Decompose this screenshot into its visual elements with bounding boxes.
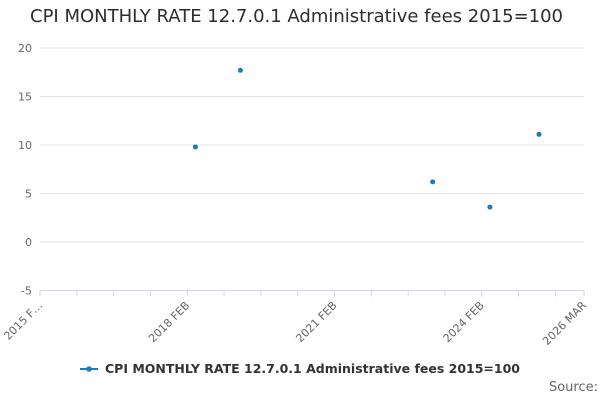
chart-title: CPI MONTHLY RATE 12.7.0.1 Administrative… bbox=[30, 6, 564, 27]
legend-label: CPI MONTHLY RATE 12.7.0.1 Administrative… bbox=[104, 361, 520, 376]
source-label: Source: bbox=[548, 380, 598, 395]
y-axis-tick-label: 0 bbox=[25, 236, 32, 249]
x-axis-tick-label: 2015 F… bbox=[1, 299, 45, 343]
y-axis-tick-label: 15 bbox=[18, 91, 32, 104]
x-axis-tick-label: 2021 FEB bbox=[293, 299, 339, 345]
data-point[interactable] bbox=[487, 204, 493, 210]
x-axis-tick-label: 2026 MAR bbox=[540, 299, 589, 348]
x-axis-tick-label: 2018 FEB bbox=[146, 299, 192, 345]
line-marker-icon bbox=[79, 365, 98, 372]
legend: CPI MONTHLY RATE 12.7.0.1 Administrative… bbox=[0, 361, 600, 376]
data-point[interactable] bbox=[192, 144, 198, 150]
x-axis-tick-label: 2024 FEB bbox=[441, 299, 487, 345]
data-point[interactable] bbox=[536, 131, 542, 137]
y-axis-tick-label: 10 bbox=[18, 139, 32, 152]
legend-item[interactable]: CPI MONTHLY RATE 12.7.0.1 Administrative… bbox=[79, 361, 520, 376]
data-point[interactable] bbox=[237, 67, 243, 73]
data-point[interactable] bbox=[430, 179, 436, 185]
y-axis-tick-label: 20 bbox=[18, 42, 32, 55]
y-axis-tick-label: -5 bbox=[21, 285, 32, 298]
y-axis-tick-label: 5 bbox=[25, 188, 32, 201]
